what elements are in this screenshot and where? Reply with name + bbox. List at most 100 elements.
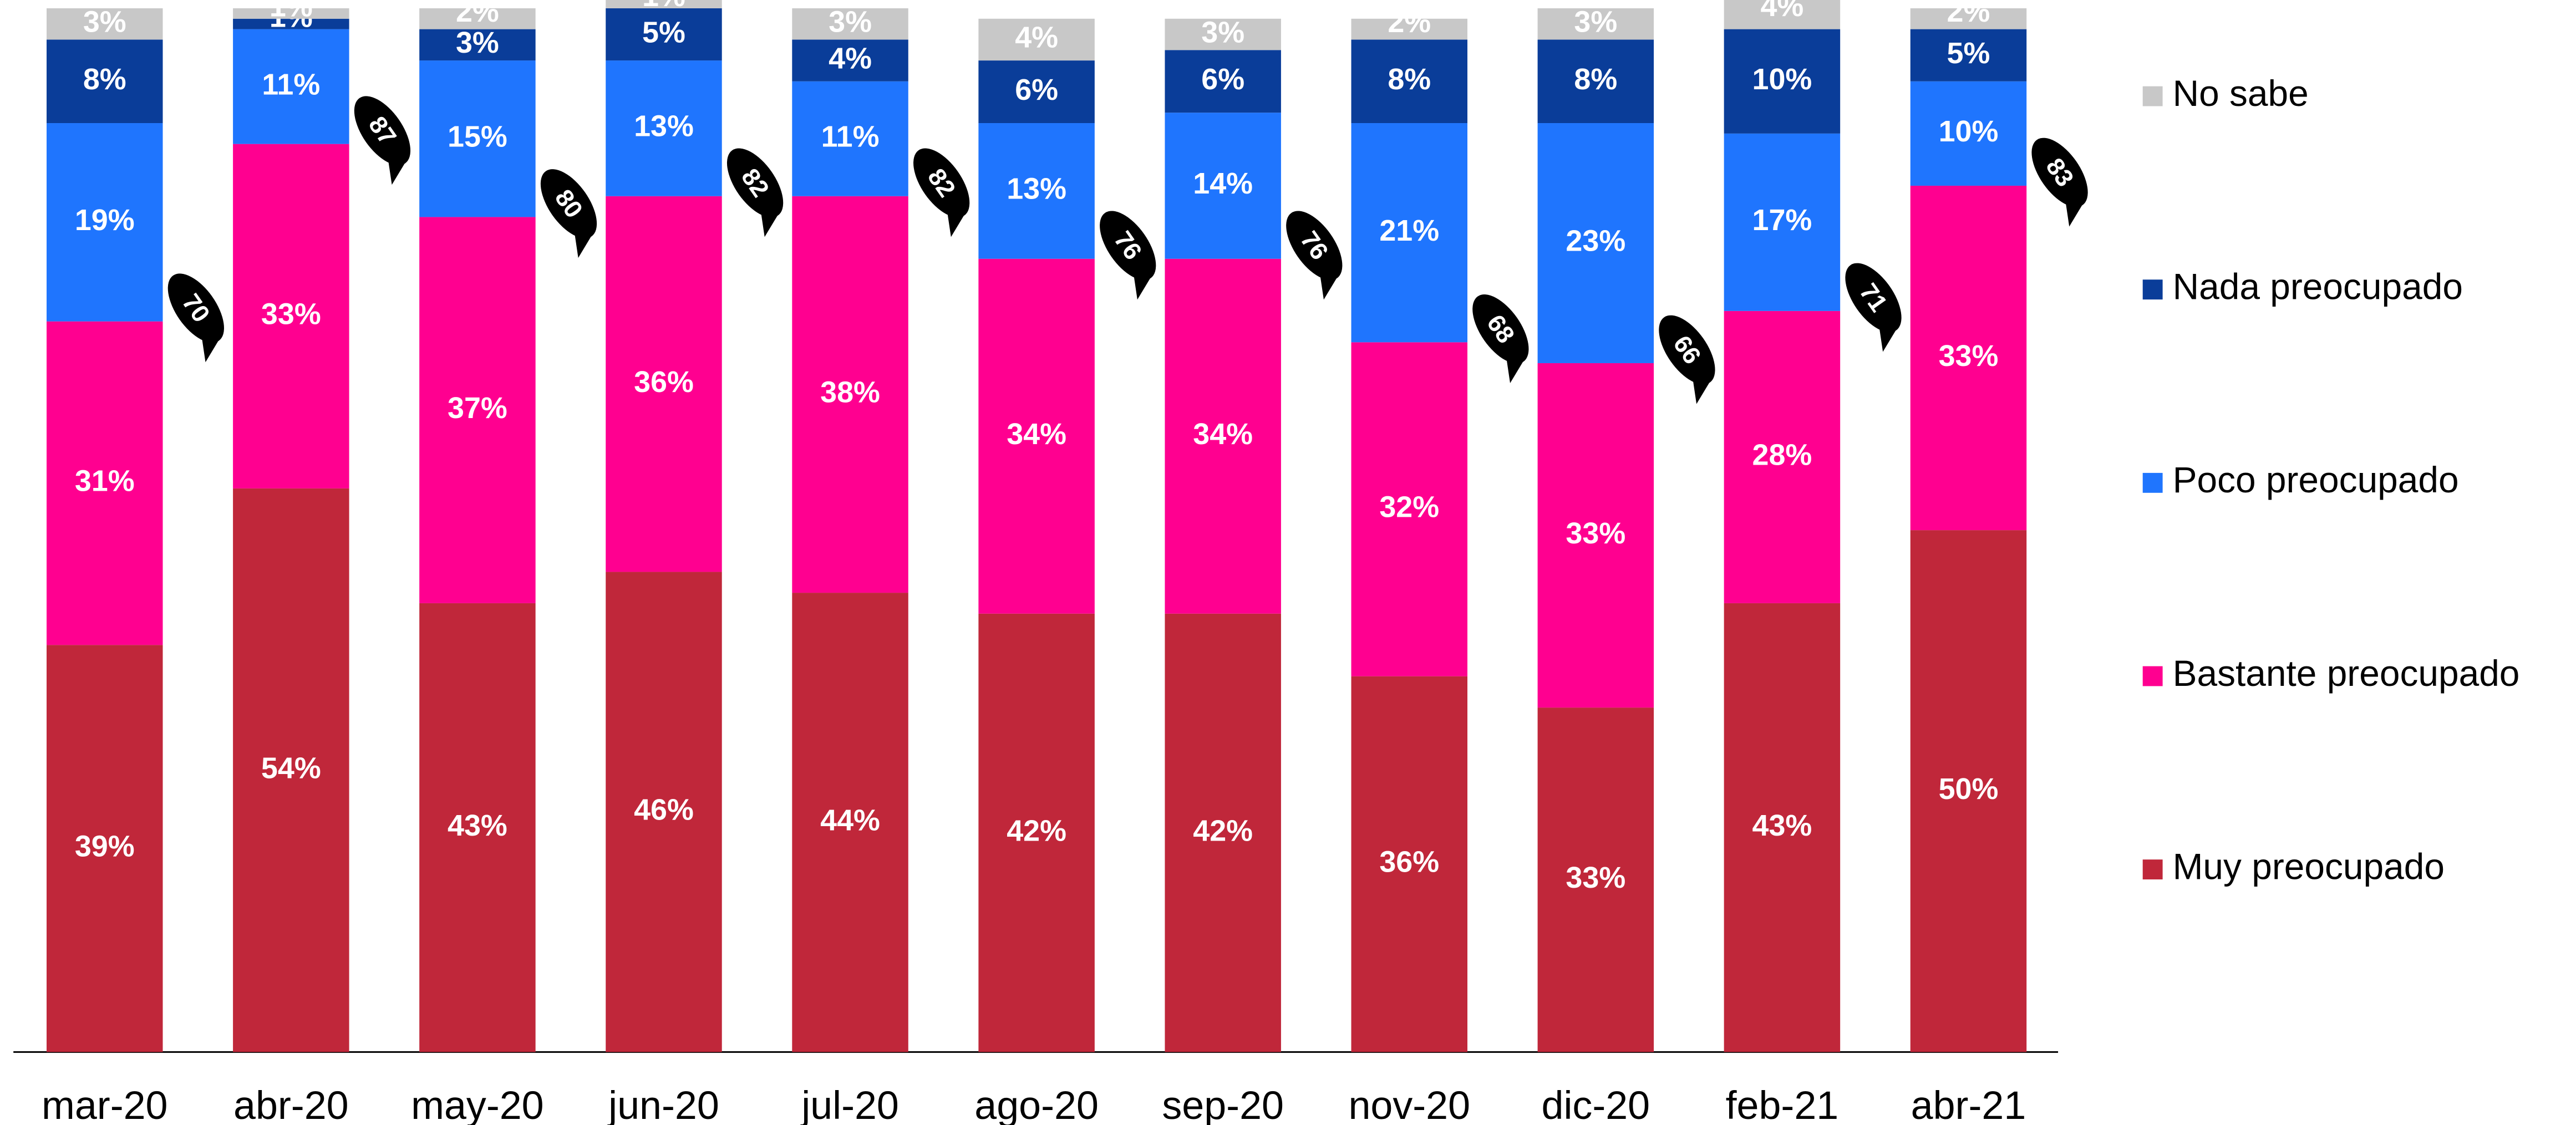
data-label: 19% <box>75 203 135 237</box>
legend-label: No sabe <box>2173 73 2309 114</box>
badge-tail <box>1133 270 1155 300</box>
data-label: 42% <box>1007 814 1066 847</box>
data-label: 42% <box>1193 814 1253 847</box>
data-label: 8% <box>83 63 126 96</box>
data-label: 43% <box>448 809 507 842</box>
bar-segment <box>1724 29 1841 134</box>
bar-segment <box>1537 39 1654 124</box>
data-label: 32% <box>1379 491 1439 524</box>
bar-segment <box>792 8 908 40</box>
data-label: 2% <box>1947 0 1990 28</box>
bar-segment <box>419 217 536 603</box>
data-label: 46% <box>634 793 694 827</box>
data-label: 44% <box>820 803 880 837</box>
bar-segment <box>1165 18 1281 50</box>
data-label: 4% <box>829 42 872 75</box>
bar-segment <box>1537 123 1654 363</box>
bar-segment <box>47 39 163 124</box>
legend-label: Poco preocupado <box>2173 459 2459 500</box>
bar-segment <box>1537 707 1654 1052</box>
data-label: 50% <box>1939 772 1999 806</box>
bar-segment <box>792 196 908 593</box>
data-label: 13% <box>634 110 694 143</box>
data-label: 3% <box>83 5 126 38</box>
total-badge: 82 <box>913 148 970 237</box>
bar-segment <box>978 123 1095 259</box>
bar-segment <box>233 488 349 1052</box>
data-label: 23% <box>1566 225 1625 258</box>
data-label: 14% <box>1193 167 1253 200</box>
bar-segment <box>1724 603 1841 1052</box>
badge-shape <box>726 148 784 218</box>
data-label: 4% <box>1015 21 1058 54</box>
bar-segment <box>419 60 536 217</box>
x-tick-label: may-20 <box>411 1083 543 1125</box>
data-label: 33% <box>261 297 321 330</box>
data-label: 36% <box>634 365 694 399</box>
bar-segment <box>606 572 722 1052</box>
bar-segment <box>1537 363 1654 708</box>
bar-segment <box>233 18 349 29</box>
bar-segment <box>978 18 1095 61</box>
data-label: 1% <box>642 0 685 13</box>
badge-shape <box>354 96 411 166</box>
data-label: 6% <box>1201 63 1244 96</box>
bar-segment <box>47 8 163 40</box>
legend-swatch <box>2142 279 2163 300</box>
data-label: 3% <box>1201 16 1244 49</box>
x-tick-label: ago-20 <box>974 1083 1099 1125</box>
x-tick-label: abr-21 <box>1911 1083 2026 1125</box>
total-badge: 80 <box>540 169 597 258</box>
x-tick-label: nov-20 <box>1348 1083 1470 1125</box>
total-badge: 71 <box>1845 263 1902 352</box>
bar-segment <box>606 196 722 572</box>
bar-segment <box>1351 18 1468 40</box>
bar-segment <box>978 613 1095 1052</box>
x-tick-label: mar-20 <box>42 1083 167 1125</box>
total-badge: 83 <box>2031 138 2088 227</box>
badge-shape <box>2031 138 2088 207</box>
badge-shape <box>1100 211 1156 281</box>
data-label: 34% <box>1007 418 1066 451</box>
data-label: 3% <box>456 26 499 59</box>
data-label: 11% <box>821 120 880 153</box>
data-label: 38% <box>820 376 880 409</box>
badge-shape <box>167 273 224 343</box>
data-label: 4% <box>1760 0 1803 23</box>
bar-segment <box>1910 185 2027 531</box>
legend-label: Muy preocupado <box>2173 846 2445 887</box>
data-label: 43% <box>1752 809 1812 842</box>
badge-tail <box>1506 353 1527 383</box>
data-label: 54% <box>261 751 321 785</box>
data-label: 33% <box>1566 861 1625 894</box>
bar-segment <box>1165 613 1281 1052</box>
badge-shape <box>1659 315 1715 385</box>
bar-segment <box>1537 8 1654 40</box>
badge-tail <box>1878 322 1900 352</box>
badge-tail <box>201 333 222 363</box>
bar-segment <box>606 60 722 196</box>
bar-segment <box>1724 133 1841 311</box>
data-label: 17% <box>1752 203 1812 237</box>
badge-shape <box>913 148 970 218</box>
total-badge: 82 <box>726 148 784 237</box>
badge-shape <box>1286 211 1343 281</box>
data-label: 33% <box>1566 517 1625 550</box>
data-label: 3% <box>1574 5 1617 38</box>
badge-shape <box>540 169 597 238</box>
data-label: 5% <box>1947 37 1990 70</box>
bar-segment <box>978 60 1095 124</box>
badge-tail <box>946 207 968 237</box>
bar-segment <box>1165 113 1281 259</box>
data-label: 15% <box>448 120 507 153</box>
legend-label: Bastante preocupado <box>2173 653 2520 694</box>
data-label: 1% <box>270 0 313 23</box>
x-tick-label: feb-21 <box>1726 1083 1839 1125</box>
total-badge: 76 <box>1100 211 1156 300</box>
bar-segment <box>1910 81 2027 186</box>
bar-segment <box>792 81 908 196</box>
data-label: 10% <box>1939 115 1999 148</box>
data-label: 39% <box>75 829 135 863</box>
bar-segment <box>1910 29 2027 82</box>
